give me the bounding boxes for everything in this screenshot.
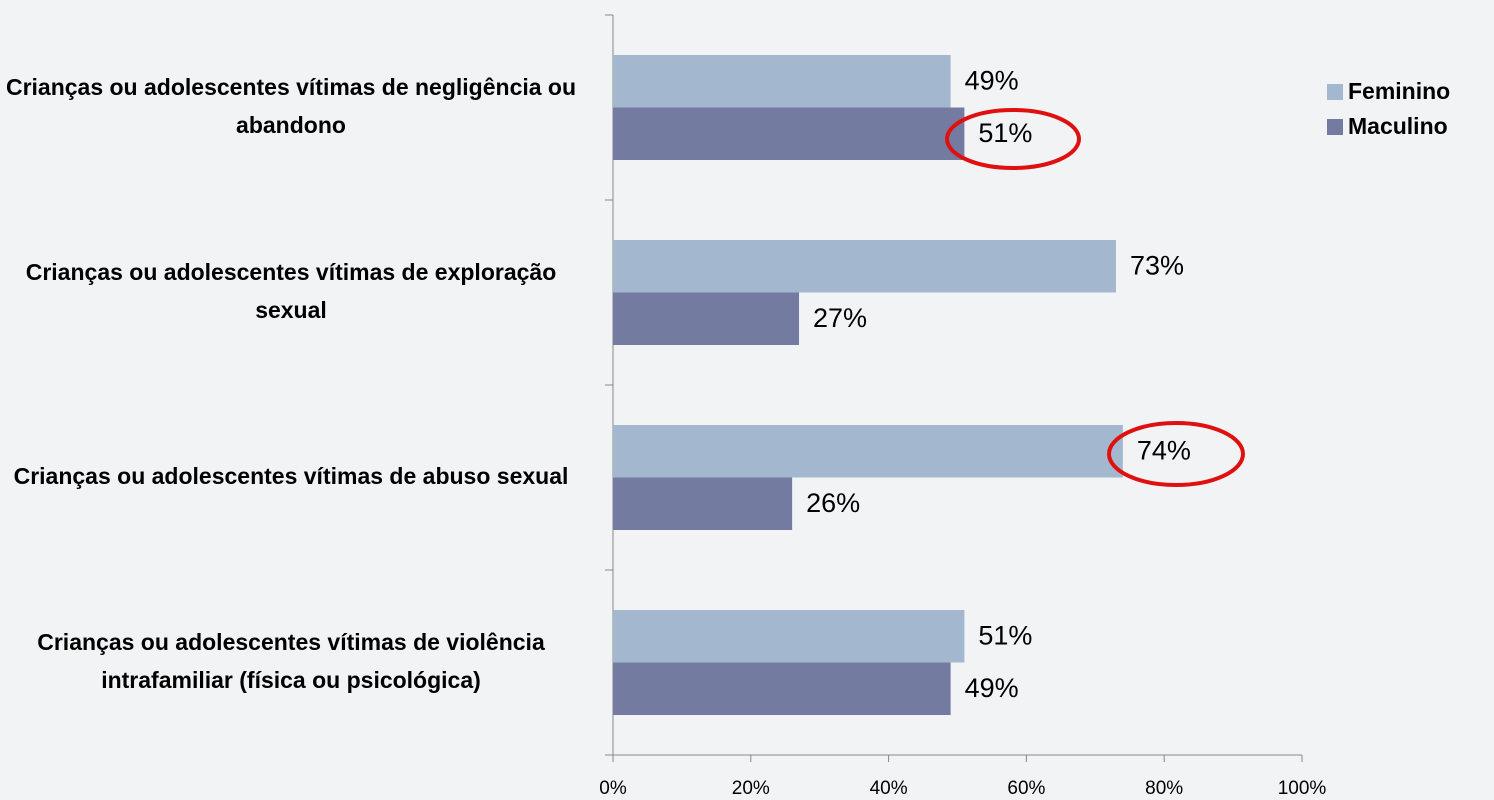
legend-swatch (1327, 119, 1343, 135)
value-label: 73% (1130, 250, 1184, 280)
bar (613, 107, 965, 160)
value-label: 74% (1137, 435, 1191, 465)
legend-label: Feminino (1348, 78, 1450, 104)
highlight-ellipse (945, 108, 1081, 170)
bar (613, 477, 793, 530)
x-tick-label: 0% (599, 778, 627, 799)
bar (613, 55, 951, 108)
value-label: 49% (965, 65, 1019, 95)
highlight-ellipse (1107, 421, 1245, 487)
legend-swatch (1327, 84, 1343, 100)
value-label: 27% (813, 303, 867, 333)
value-label: 51% (978, 620, 1032, 650)
bar (613, 610, 965, 663)
x-tick-label: 40% (870, 778, 908, 799)
category-label: Crianças ou adolescentes vítimas de expl… (25, 258, 557, 323)
bar (613, 292, 800, 345)
bar (613, 240, 1116, 293)
x-tick-label: 80% (1145, 778, 1183, 799)
value-label: 51% (978, 118, 1032, 148)
value-label: 49% (965, 673, 1019, 703)
marks: 0% 20% 40% 60% 80% 100% 49% 73% 74% 51% 51% 27% 26% 4… (599, 55, 1450, 799)
x-tick-label: 60% (1007, 778, 1045, 799)
x-tick-label: 20% (732, 778, 770, 799)
value-label: 26% (806, 488, 860, 518)
x-tick-label: 100% (1278, 778, 1327, 799)
bar (613, 662, 951, 715)
category-label: Crianças ou adolescentes vítimas de viol… (37, 628, 545, 693)
category-label: Crianças ou adolescentes vítimas de abus… (13, 462, 569, 489)
bar (613, 425, 1123, 478)
category-label: Crianças ou adolescentes vítimas de negl… (5, 73, 577, 138)
legend-label: Maculino (1348, 113, 1448, 139)
